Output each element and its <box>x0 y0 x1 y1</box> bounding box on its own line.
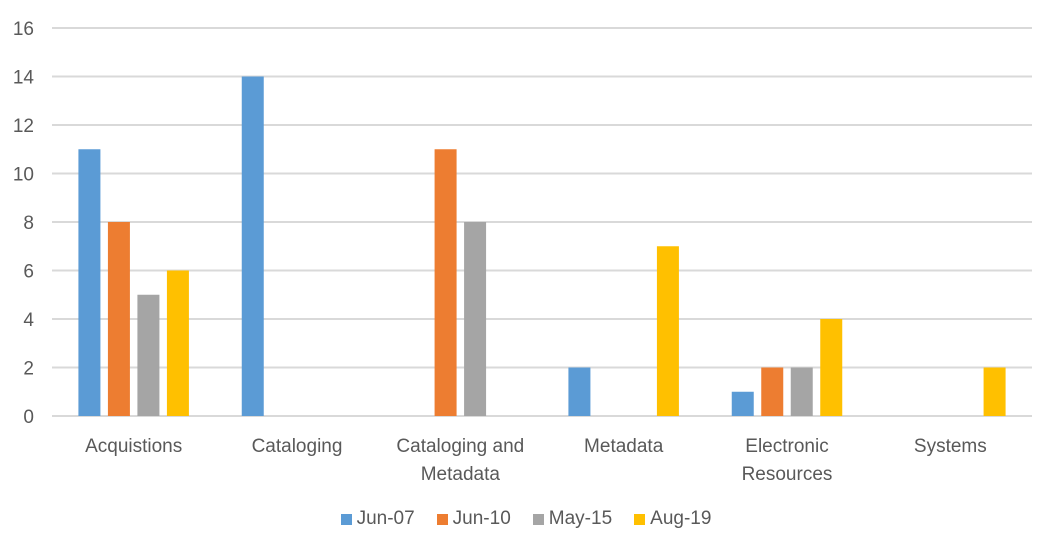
y-tick-label: 6 <box>23 262 34 283</box>
bar-may-15 <box>464 222 487 416</box>
legend-label: Jun-10 <box>452 508 511 529</box>
y-tick-label: 10 <box>13 165 34 186</box>
legend: Jun-07 Jun-10 May-15 Aug-19 <box>0 508 1052 530</box>
x-category-label: Acquistions <box>85 436 182 457</box>
bar-jun-10 <box>434 149 457 416</box>
legend-swatch-icon <box>532 513 544 525</box>
legend-item-jun-07: Jun-07 <box>340 508 415 530</box>
y-tick-label: 12 <box>13 116 34 137</box>
y-tick-label: 4 <box>23 310 34 331</box>
gridlines <box>52 27 1032 417</box>
y-tick-label: 16 <box>13 19 34 40</box>
bar-aug-19 <box>820 319 843 416</box>
x-category-label: Cataloging and <box>396 436 524 457</box>
legend-label: May-15 <box>548 508 613 529</box>
x-category-label: Systems <box>914 436 987 457</box>
x-category-label: Metadata <box>584 436 664 457</box>
bar-aug-19 <box>656 246 679 416</box>
y-axis-ticks: 0 2 4 6 8 10 12 14 16 <box>13 19 35 428</box>
x-category-label: Resources <box>742 464 833 485</box>
legend-swatch-icon <box>634 513 646 525</box>
bar-aug-19 <box>983 367 1006 416</box>
legend-label: Jun-07 <box>356 508 415 529</box>
legend-swatch-icon <box>340 513 352 525</box>
y-tick-label: 8 <box>23 213 34 234</box>
legend-item-aug-19: Aug-19 <box>634 508 711 530</box>
bar-jun-07 <box>731 391 754 416</box>
y-tick-label: 2 <box>23 359 34 380</box>
legend-item-may-15: May-15 <box>532 508 613 530</box>
legend-item-jun-10: Jun-10 <box>436 508 511 530</box>
bar-aug-19 <box>166 270 189 416</box>
bars <box>78 76 1006 416</box>
bar-jun-07 <box>78 149 101 416</box>
bar-jun-10 <box>107 222 130 416</box>
bar-may-15 <box>137 294 160 416</box>
bar-jun-07 <box>241 76 264 416</box>
legend-swatch-icon <box>436 513 448 525</box>
y-tick-label: 14 <box>13 68 35 89</box>
bar-jun-10 <box>761 367 784 416</box>
x-category-label: Electronic <box>745 436 828 457</box>
x-category-label: Cataloging <box>252 436 343 457</box>
bar-jun-07 <box>568 367 591 416</box>
x-category-label: Metadata <box>421 464 501 485</box>
legend-label: Aug-19 <box>650 508 712 529</box>
x-axis-labels: Acquistions Cataloging Cataloging and Metad… <box>85 436 987 485</box>
bar-may-15 <box>790 367 813 416</box>
y-tick-label: 0 <box>23 407 34 428</box>
